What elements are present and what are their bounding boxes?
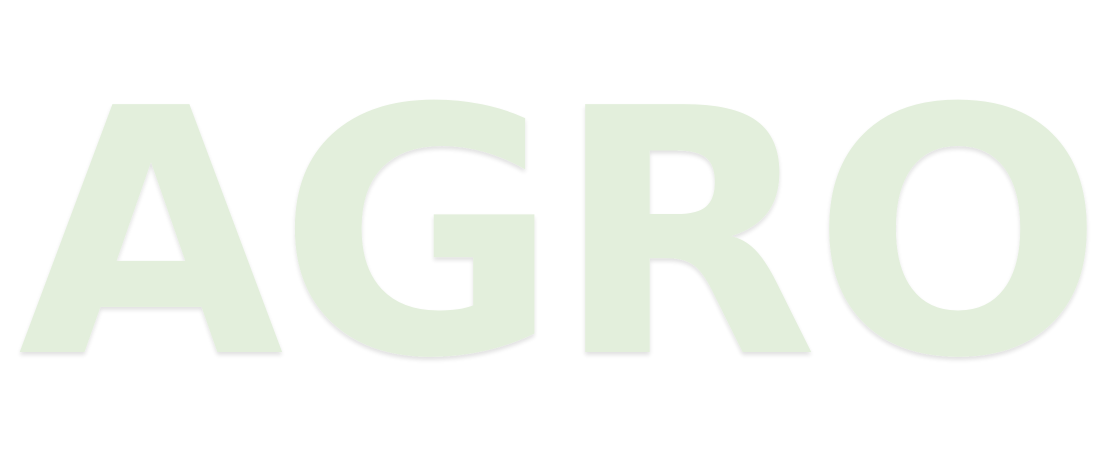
watermark-text: AGRO	[18, 37, 1098, 433]
